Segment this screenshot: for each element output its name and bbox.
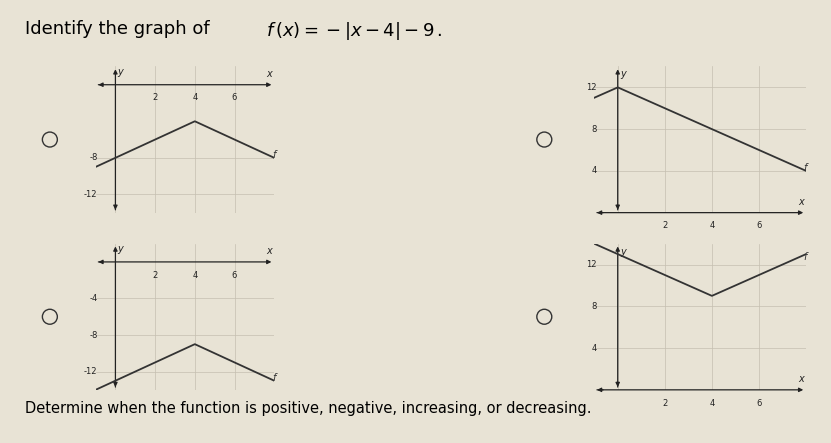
Text: f: f <box>273 373 276 383</box>
Text: 4: 4 <box>710 399 715 408</box>
Text: -4: -4 <box>89 294 97 303</box>
Text: 4: 4 <box>592 344 597 353</box>
Text: f: f <box>273 150 276 160</box>
Text: 4: 4 <box>192 271 198 280</box>
Text: x: x <box>798 374 804 384</box>
Text: y: y <box>620 247 626 256</box>
Text: 2: 2 <box>662 222 667 230</box>
Text: 12: 12 <box>586 260 597 269</box>
Text: y: y <box>117 67 123 77</box>
Text: x: x <box>798 197 804 207</box>
Text: 2: 2 <box>153 93 158 102</box>
Text: 6: 6 <box>232 271 237 280</box>
Text: -8: -8 <box>89 330 97 339</box>
Text: y: y <box>117 244 123 254</box>
Text: x: x <box>267 69 273 79</box>
Text: 4: 4 <box>192 93 198 102</box>
Text: 8: 8 <box>591 124 597 134</box>
Text: 2: 2 <box>153 271 158 280</box>
Text: 2: 2 <box>662 399 667 408</box>
Text: Determine when the function is positive, negative, increasing, or decreasing.: Determine when the function is positive,… <box>25 401 592 416</box>
Text: f: f <box>804 163 807 173</box>
Text: y: y <box>620 70 626 79</box>
Text: 4: 4 <box>592 167 597 175</box>
Text: 12: 12 <box>586 83 597 92</box>
Text: -12: -12 <box>84 367 97 376</box>
Text: -12: -12 <box>84 190 97 199</box>
Text: $f\,(x)=-|x-4|-9\,.$: $f\,(x)=-|x-4|-9\,.$ <box>266 20 443 42</box>
Text: 8: 8 <box>591 302 597 311</box>
Text: -8: -8 <box>89 153 97 162</box>
Text: x: x <box>267 246 273 256</box>
Text: 4: 4 <box>710 222 715 230</box>
Text: 6: 6 <box>232 93 237 102</box>
Text: 6: 6 <box>756 222 762 230</box>
Text: 6: 6 <box>756 399 762 408</box>
Text: f: f <box>804 252 807 262</box>
Text: Identify the graph of: Identify the graph of <box>25 20 209 38</box>
